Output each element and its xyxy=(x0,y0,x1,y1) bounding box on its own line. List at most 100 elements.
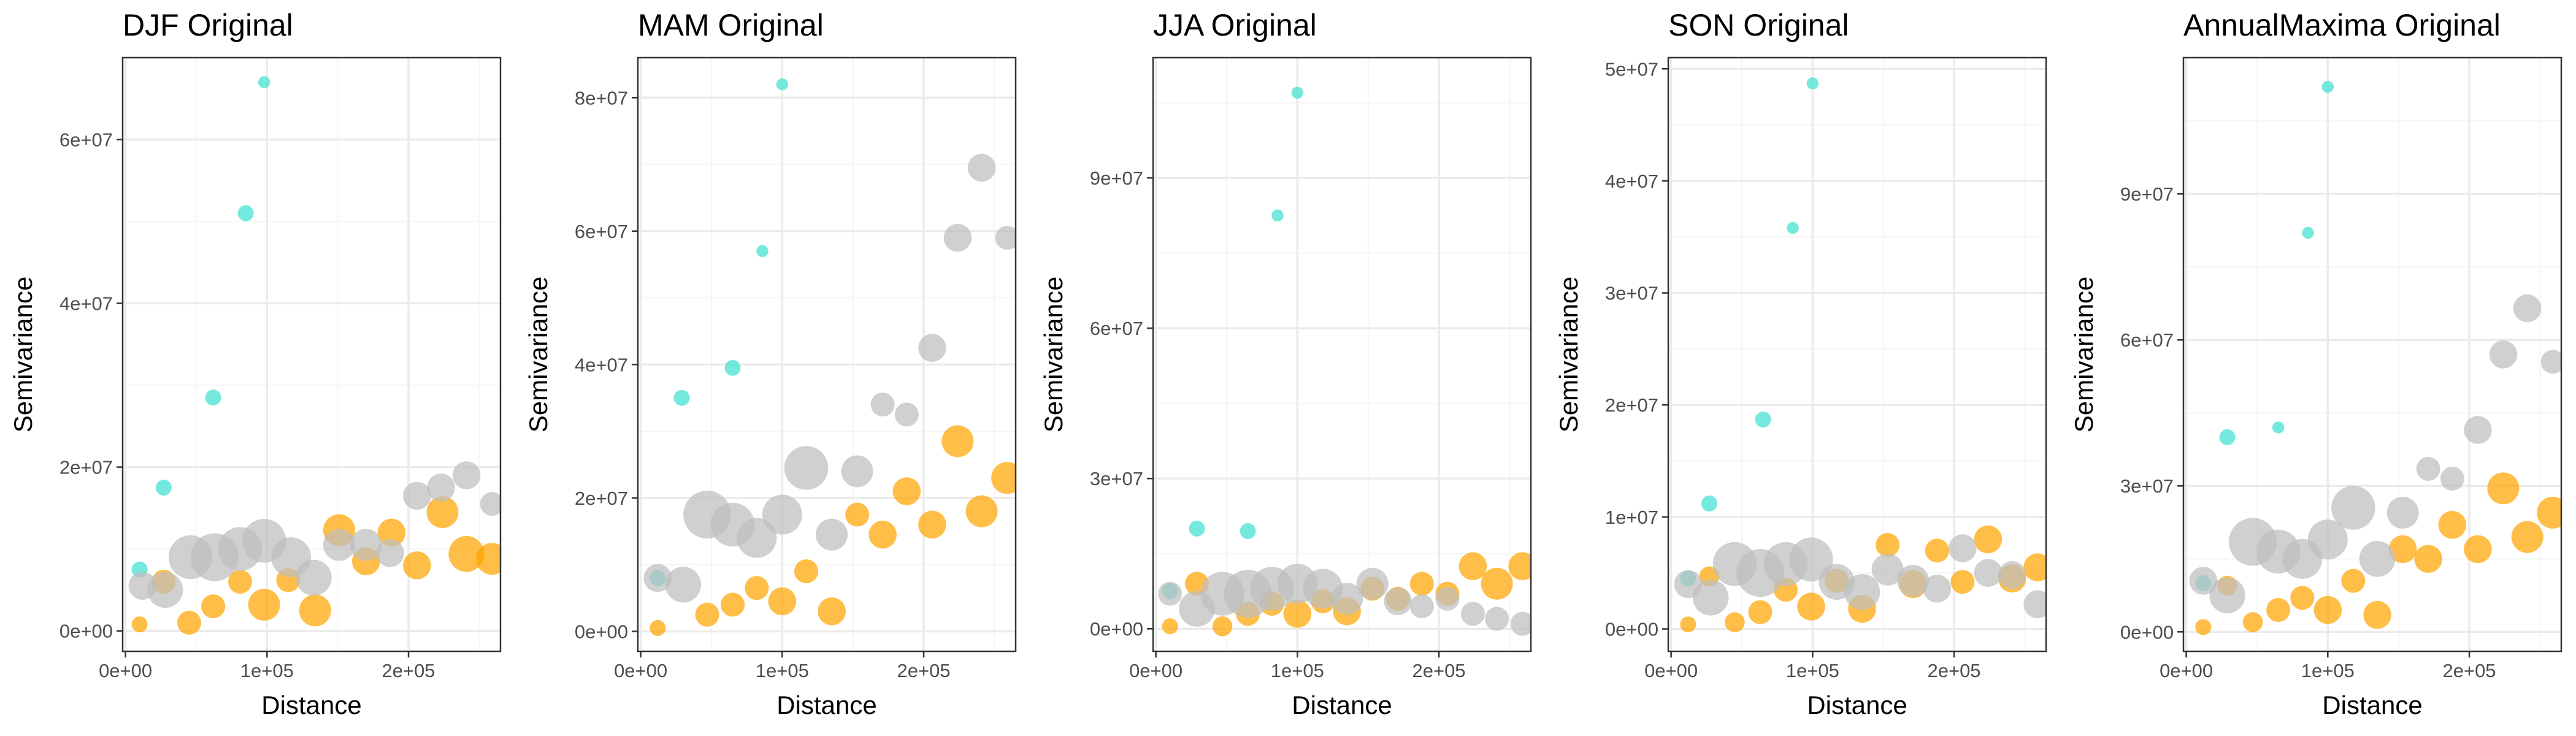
chart-title: DJF Original xyxy=(123,8,293,42)
data-point xyxy=(2388,535,2417,564)
data-point xyxy=(2414,545,2442,573)
data-point xyxy=(2341,569,2366,593)
data-point xyxy=(1189,520,1205,537)
data-point xyxy=(2386,496,2419,529)
data-point xyxy=(2513,294,2542,323)
data-point xyxy=(323,529,355,561)
data-point xyxy=(2416,456,2440,481)
y-tick-label: 3e+07 xyxy=(1605,283,1658,304)
data-point xyxy=(1271,209,1284,222)
y-tick-label: 0e+00 xyxy=(59,621,113,642)
x-tick-label: 1e+05 xyxy=(2301,660,2355,681)
x-axis-label: Distance xyxy=(261,691,361,719)
data-point xyxy=(1974,559,2003,587)
y-tick-label: 9e+07 xyxy=(2120,183,2174,205)
data-point xyxy=(376,539,404,567)
data-point xyxy=(1212,616,1233,637)
data-point xyxy=(1925,539,1949,563)
y-axis-label: Semivariance xyxy=(1554,277,1583,432)
panel-border xyxy=(1667,56,2047,653)
y-axis-label: Semivariance xyxy=(2069,277,2098,432)
data-point xyxy=(2540,350,2561,374)
data-point xyxy=(918,334,946,362)
y-tick-label: 4e+07 xyxy=(575,354,628,375)
y-tick-label: 0e+00 xyxy=(575,621,628,642)
data-point xyxy=(2195,619,2212,635)
data-point xyxy=(1787,221,1799,234)
x-tick-label: 2e+05 xyxy=(1927,660,1980,681)
x-tick-label: 0e+00 xyxy=(1129,660,1183,681)
chart-title: SON Original xyxy=(1668,8,1849,42)
data-point xyxy=(768,587,797,616)
data-point xyxy=(1998,561,2026,589)
points-layer xyxy=(643,78,1016,636)
x-tick-label: 2e+05 xyxy=(897,660,950,681)
data-point xyxy=(721,592,745,617)
data-point xyxy=(762,494,802,535)
chart-title: JJA Original xyxy=(1153,8,1317,42)
data-point xyxy=(1680,616,1696,633)
data-point xyxy=(1460,602,1485,626)
y-tick-label: 0e+00 xyxy=(1605,618,1658,640)
data-point xyxy=(2189,567,2218,595)
x-tick-label: 0e+00 xyxy=(99,660,152,681)
y-tick-label: 1e+07 xyxy=(1605,507,1658,528)
data-point xyxy=(2511,521,2543,553)
data-point xyxy=(695,602,719,627)
y-tick-label: 6e+07 xyxy=(1090,318,1143,339)
x-tick-label: 2e+05 xyxy=(1412,660,1465,681)
data-point xyxy=(2307,519,2348,560)
y-tick-label: 4e+07 xyxy=(59,293,113,315)
x-axis-label: Distance xyxy=(1292,691,1392,719)
data-point xyxy=(724,359,741,376)
data-point xyxy=(228,570,252,594)
data-point xyxy=(1384,587,1412,616)
data-point xyxy=(155,479,172,496)
data-point xyxy=(1331,583,1363,615)
data-point xyxy=(1510,611,1531,636)
data-point xyxy=(1283,599,1312,628)
data-point xyxy=(2242,612,2263,632)
data-point xyxy=(2537,496,2561,529)
data-point xyxy=(2321,80,2334,93)
data-point xyxy=(892,477,921,505)
data-point xyxy=(1950,570,1975,594)
y-tick-label: 2e+07 xyxy=(575,488,628,509)
y-tick-label: 4e+07 xyxy=(1605,171,1658,192)
data-point xyxy=(1356,567,1389,600)
data-point xyxy=(1789,537,1833,581)
data-point xyxy=(1291,86,1304,99)
y-tick-label: 6e+07 xyxy=(59,129,113,151)
points-layer xyxy=(2189,80,2561,635)
data-point xyxy=(1755,411,1771,427)
data-point xyxy=(2331,486,2375,530)
data-point xyxy=(1949,534,1977,562)
chart-title: AnnualMaxima Original xyxy=(2183,8,2501,42)
panel-border xyxy=(1152,56,1532,653)
data-point xyxy=(2272,421,2285,434)
data-point xyxy=(776,78,789,91)
data-point xyxy=(177,610,201,635)
data-point xyxy=(2489,340,2518,369)
data-point xyxy=(1871,553,1904,586)
data-point xyxy=(350,529,382,561)
data-point xyxy=(941,425,974,458)
data-point xyxy=(1162,618,1178,635)
data-point xyxy=(1409,594,1434,618)
data-point xyxy=(2464,416,2492,444)
x-tick-label: 1e+05 xyxy=(240,660,294,681)
y-tick-label: 6e+07 xyxy=(2120,329,2174,351)
y-tick-label: 9e+07 xyxy=(1090,167,1143,189)
y-tick-label: 0e+00 xyxy=(1090,618,1143,640)
data-point xyxy=(2363,600,2391,629)
data-point xyxy=(868,520,897,549)
points-layer xyxy=(1158,86,1531,637)
data-point xyxy=(2023,590,2046,619)
y-tick-label: 8e+07 xyxy=(575,87,628,109)
data-point xyxy=(147,572,183,608)
data-point xyxy=(2313,596,2342,624)
x-tick-label: 1e+05 xyxy=(1786,660,1839,681)
data-point xyxy=(480,492,500,516)
y-tick-label: 2e+07 xyxy=(59,457,113,478)
chart-panel: 0e+00 1e+05 2e+05 0e+00 1e+07 2e+07 3e+07 4e+07… xyxy=(1554,8,2047,719)
